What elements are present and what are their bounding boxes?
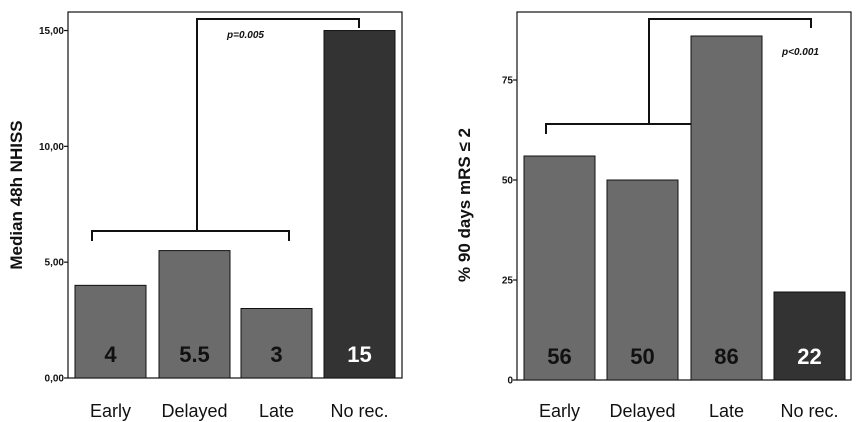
- data-label: 86: [714, 344, 738, 369]
- data-label: 56: [547, 344, 571, 369]
- y-tick-label: 0,00: [45, 374, 65, 385]
- data-label: 50: [630, 344, 654, 369]
- y-tick-label: 75: [502, 76, 514, 87]
- bar: [606, 179, 679, 381]
- y-tick-label: 10,00: [39, 142, 64, 153]
- bar: [323, 30, 396, 379]
- plot-frame: [67, 11, 403, 379]
- bar: [74, 284, 147, 379]
- category-label: Delayed: [161, 401, 227, 421]
- y-axis-label: Median 48h NHISS: [7, 120, 26, 269]
- bar: [240, 308, 313, 379]
- data-label: 5.5: [179, 342, 210, 367]
- y-tick-label: 0: [507, 376, 513, 387]
- group-bracket: [91, 230, 290, 241]
- y-tick-label: 50: [502, 176, 514, 187]
- data-label: 22: [797, 344, 821, 369]
- plot-frame: [516, 11, 852, 381]
- y-ticks: 0,00 5,00 10,00 15,00: [39, 26, 68, 385]
- bar: [773, 291, 846, 381]
- category-label: No rec.: [330, 401, 388, 421]
- bars: 4 Early 5.5 Delayed 3 Late 15 No rec.: [74, 30, 396, 421]
- bar: [523, 155, 596, 381]
- bars: 56 Early 50 Delayed 86 Late 22 No rec.: [523, 35, 846, 421]
- comparison-bracket: [648, 18, 812, 125]
- category-label: Early: [90, 401, 131, 421]
- category-label: Early: [539, 401, 580, 421]
- y-tick-label: 25: [502, 276, 514, 287]
- y-axis-label: % 90 days mRS ≤ 2: [455, 128, 474, 282]
- bar: [158, 250, 231, 379]
- p-value-annotation: p=0.005: [226, 30, 264, 41]
- data-label: 15: [347, 342, 371, 367]
- category-label: No rec.: [780, 401, 838, 421]
- chart-mrs: % 90 days mRS ≤ 2 p<0.001 0 25 50 75 56 Earl…: [455, 11, 852, 421]
- category-label: Late: [709, 401, 744, 421]
- category-label: Late: [259, 401, 294, 421]
- comparison-bracket: [196, 18, 360, 232]
- data-label: 3: [270, 342, 282, 367]
- p-value-annotation: p<0.001: [781, 47, 819, 58]
- y-tick-label: 15,00: [39, 26, 64, 37]
- data-label: 4: [104, 342, 117, 367]
- y-tick-label: 5,00: [45, 258, 65, 269]
- bar: [690, 35, 763, 381]
- chart-nihss: Median 48h NHISS p=0.005 0,00 5,00 10,00 15…: [7, 11, 403, 421]
- y-ticks: 0 25 50 75: [502, 76, 517, 387]
- category-label: Delayed: [609, 401, 675, 421]
